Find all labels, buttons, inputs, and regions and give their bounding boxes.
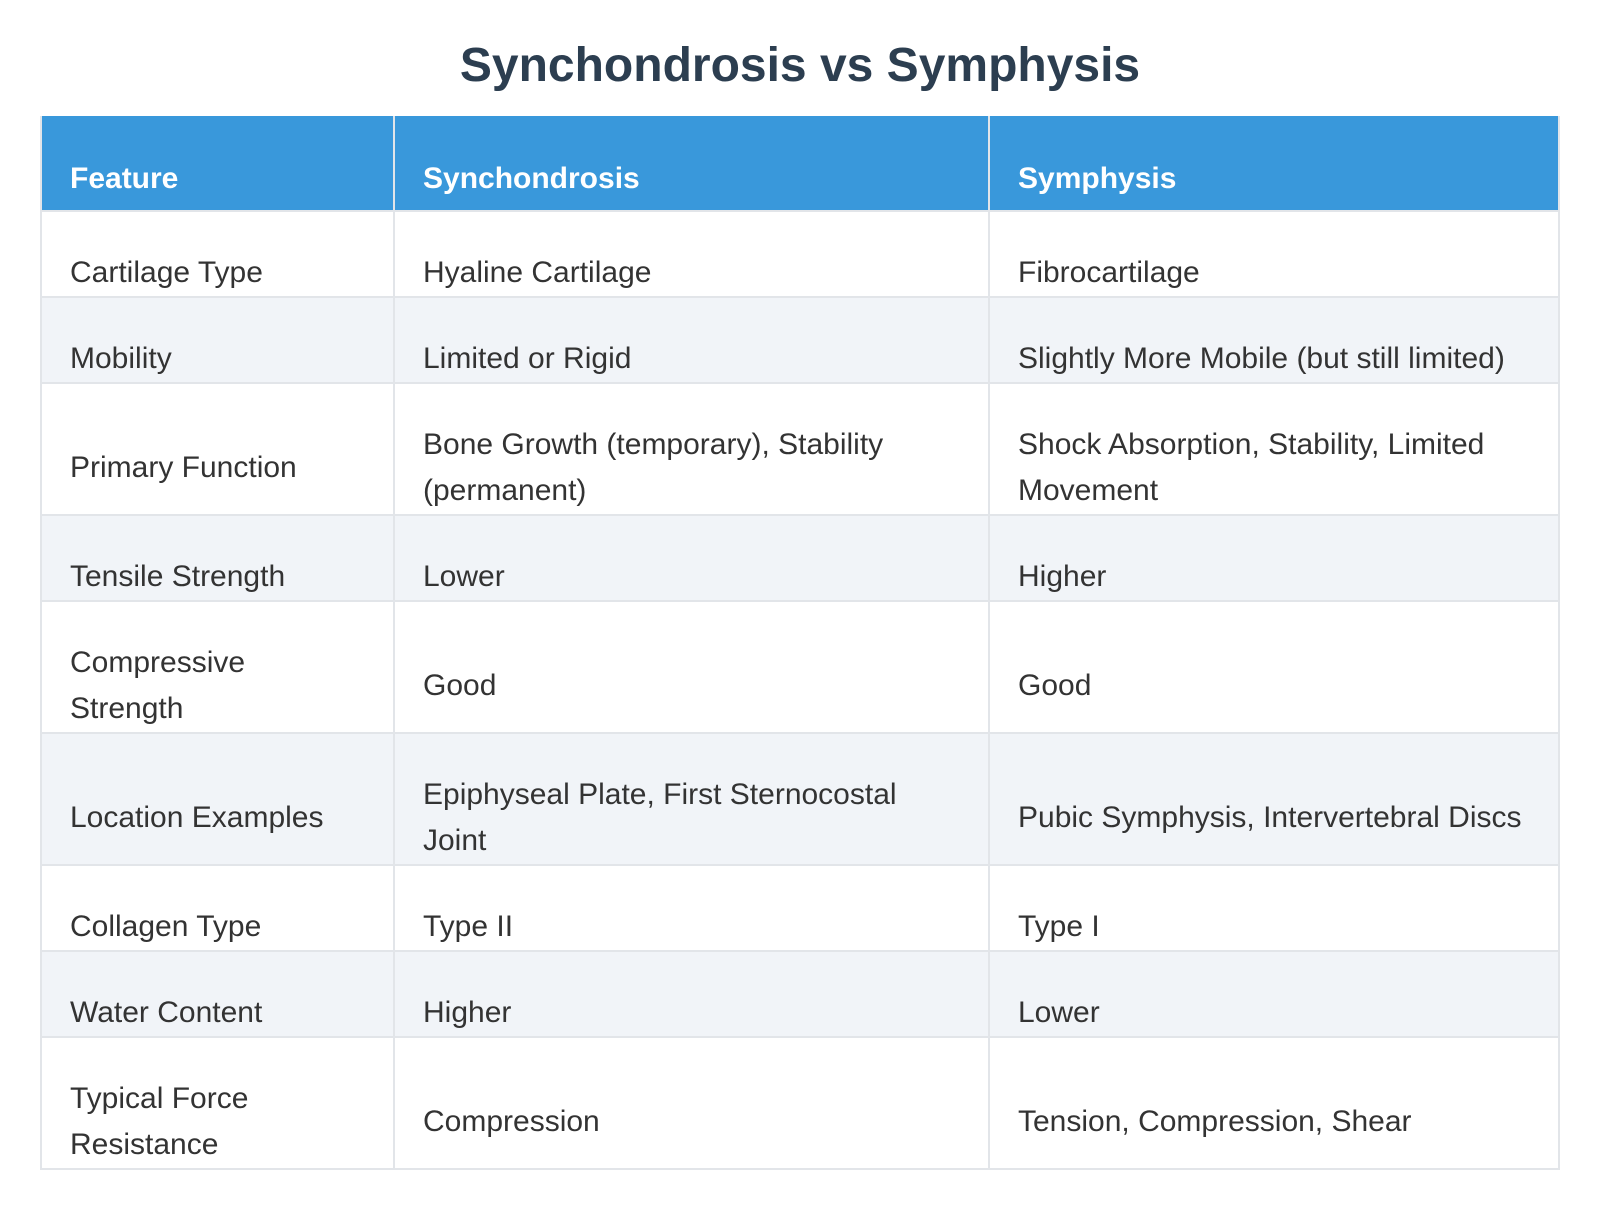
symphysis-cell: Good — [988, 600, 1560, 734]
table-row: Collagen Type Type II Type I — [40, 864, 1560, 952]
table-row: Tensile Strength Lower Higher — [40, 514, 1560, 602]
feature-cell: Primary Function — [40, 382, 395, 516]
synchondrosis-cell: Good — [393, 600, 990, 734]
table-header-row: Feature Synchondrosis Symphysis — [40, 116, 1560, 212]
symphysis-cell: Fibrocartilage — [988, 210, 1560, 298]
feature-cell: Typical Force Resistance — [40, 1036, 395, 1170]
symphysis-cell: Pubic Symphysis, Intervertebral Discs — [988, 732, 1560, 866]
feature-cell: Tensile Strength — [40, 514, 395, 602]
symphysis-cell: Shock Absorption, Stability, Limited Mov… — [988, 382, 1560, 516]
synchondrosis-cell: Limited or Rigid — [393, 296, 990, 384]
feature-cell: Cartilage Type — [40, 210, 395, 298]
feature-cell: Collagen Type — [40, 864, 395, 952]
header-cell-synchondrosis: Synchondrosis — [393, 116, 990, 212]
synchondrosis-cell: Epiphyseal Plate, First Sternocostal Joi… — [393, 732, 990, 866]
table-row: Location Examples Epiphyseal Plate, Firs… — [40, 732, 1560, 866]
feature-cell: Compressive Strength — [40, 600, 395, 734]
synchondrosis-cell: Hyaline Cartilage — [393, 210, 990, 298]
feature-cell: Water Content — [40, 950, 395, 1038]
synchondrosis-cell: Type II — [393, 864, 990, 952]
table-row: Water Content Higher Lower — [40, 950, 1560, 1038]
symphysis-cell: Slightly More Mobile (but still limited) — [988, 296, 1560, 384]
feature-cell: Location Examples — [40, 732, 395, 866]
synchondrosis-cell: Higher — [393, 950, 990, 1038]
comparison-table: Feature Synchondrosis Symphysis Cartilag… — [40, 116, 1560, 1170]
synchondrosis-cell: Compression — [393, 1036, 990, 1170]
table-row: Primary Function Bone Growth (temporary)… — [40, 382, 1560, 516]
synchondrosis-cell: Bone Growth (temporary), Stability (perm… — [393, 382, 990, 516]
symphysis-cell: Lower — [988, 950, 1560, 1038]
table-row: Cartilage Type Hyaline Cartilage Fibroca… — [40, 210, 1560, 298]
symphysis-cell: Higher — [988, 514, 1560, 602]
table-row: Typical Force Resistance Compression Ten… — [40, 1036, 1560, 1170]
header-cell-feature: Feature — [40, 116, 395, 212]
feature-cell: Mobility — [40, 296, 395, 384]
synchondrosis-cell: Lower — [393, 514, 990, 602]
symphysis-cell: Type I — [988, 864, 1560, 952]
page-title: Synchondrosis vs Symphysis — [459, 39, 1141, 92]
table-row: Mobility Limited or Rigid Slightly More … — [40, 296, 1560, 384]
symphysis-cell: Tension, Compression, Shear — [988, 1036, 1560, 1170]
header-cell-symphysis: Symphysis — [988, 116, 1560, 212]
table-row: Compressive Strength Good Good — [40, 600, 1560, 734]
